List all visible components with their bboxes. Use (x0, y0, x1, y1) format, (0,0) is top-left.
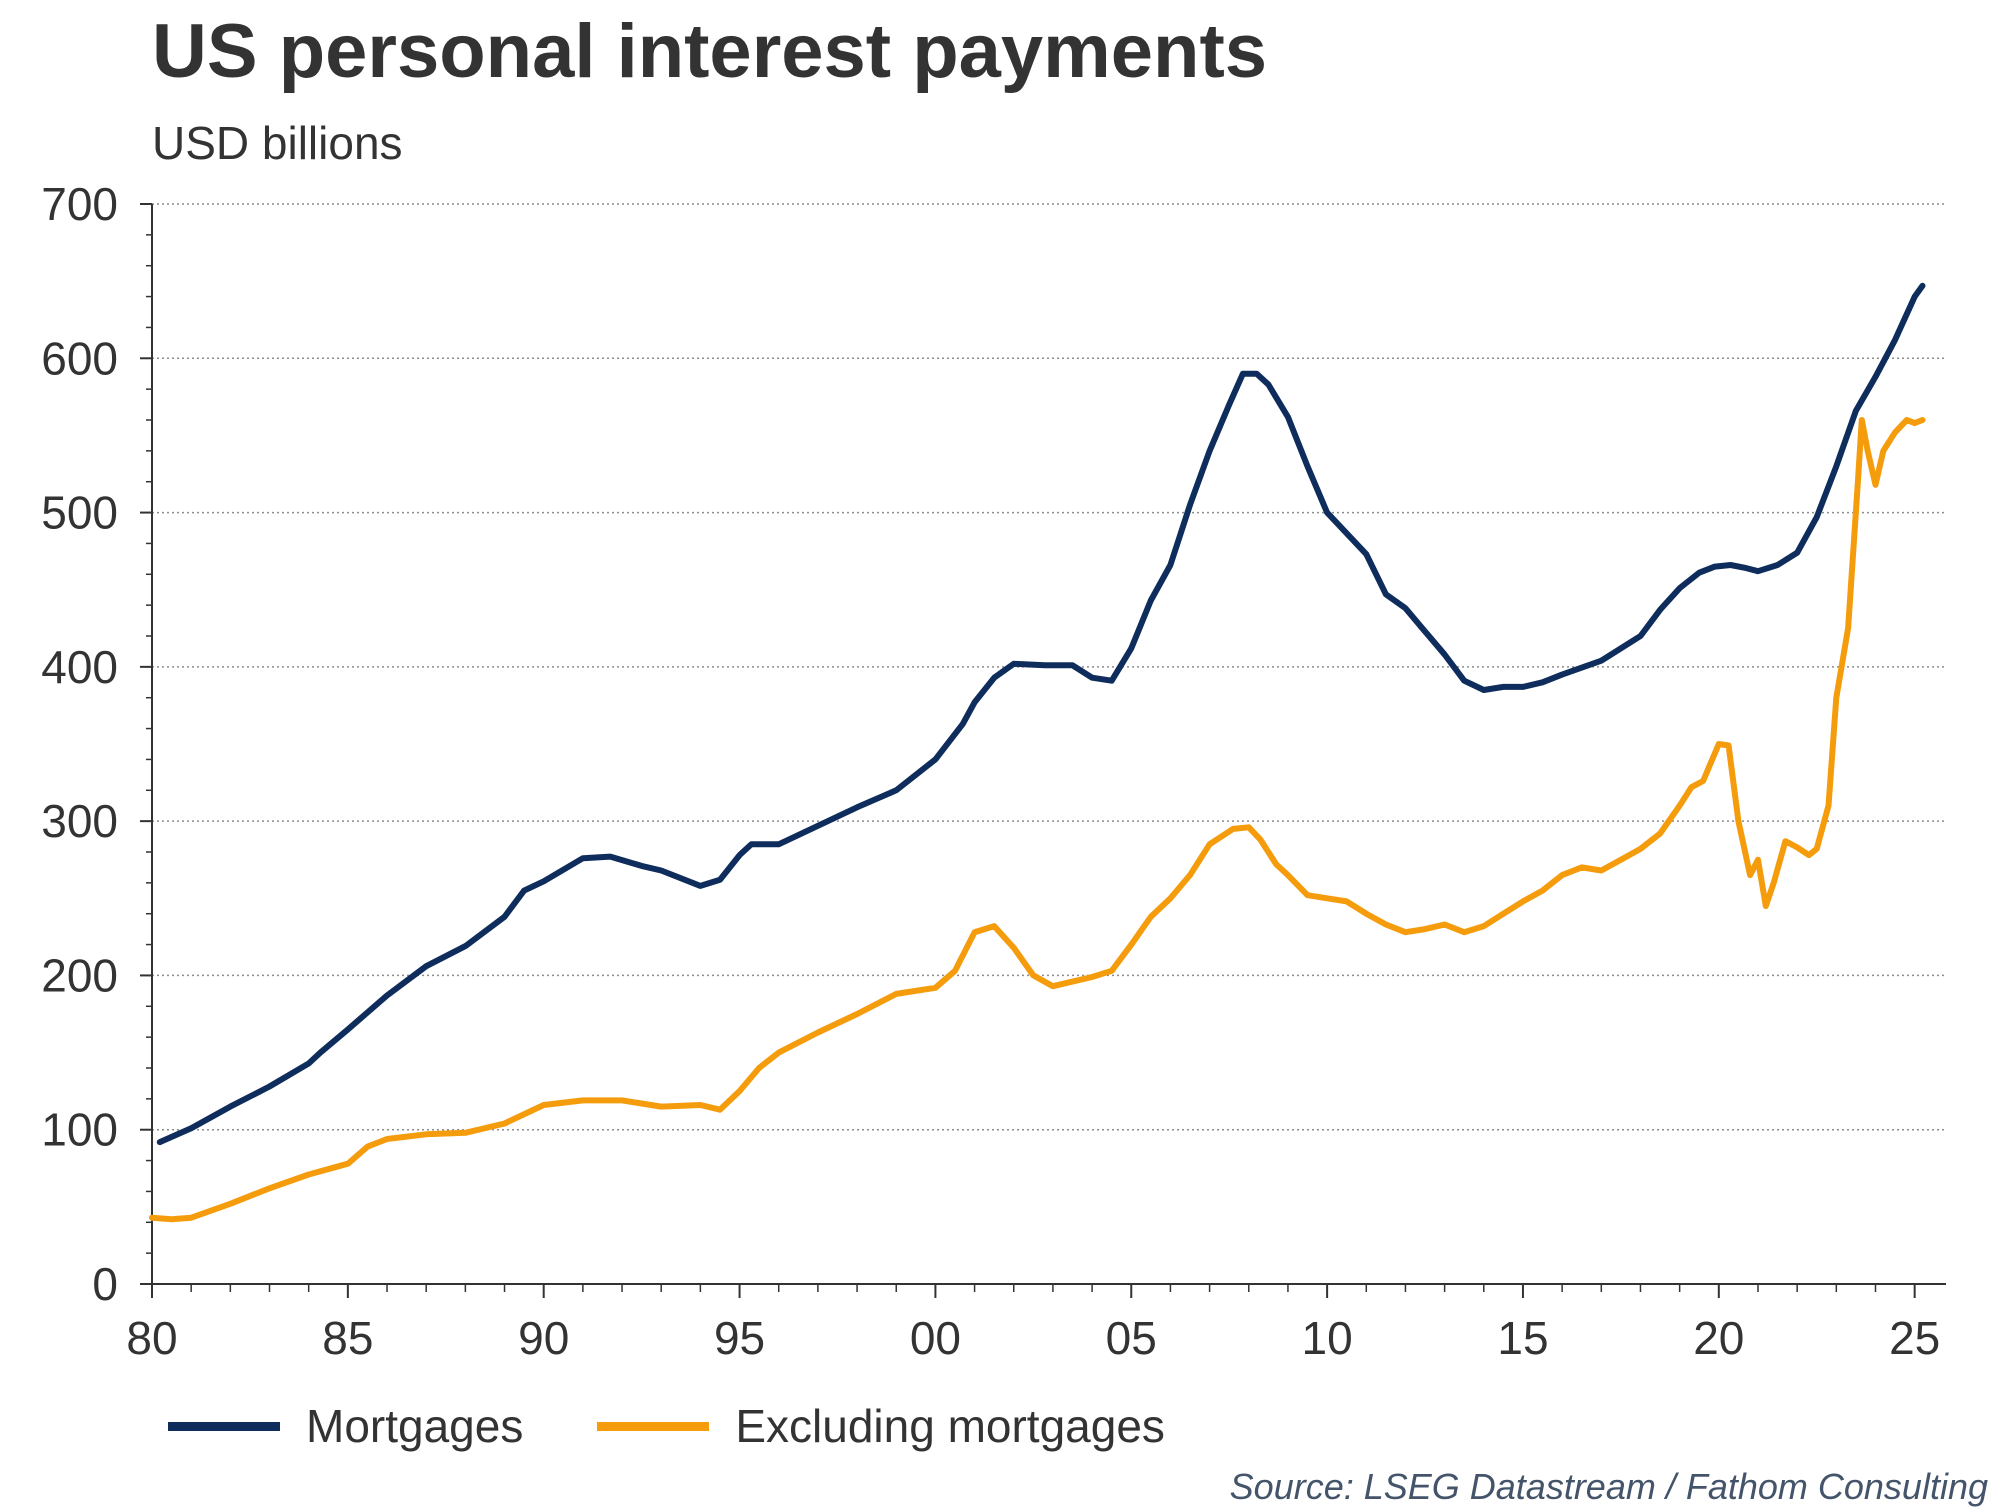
legend-label-mortgages: Mortgages (306, 1400, 524, 1452)
y-tick-label-300: 300 (41, 795, 118, 847)
legend-swatch-mortgages (168, 1421, 280, 1431)
x-tick-label-80: 80 (126, 1312, 177, 1364)
series-line-mortgages (156, 282, 1926, 1146)
x-tick-label-05: 05 (1106, 1312, 1157, 1364)
source-note: Source: LSEG Datastream / Fathom Consult… (1229, 1466, 1988, 1507)
y-tick-label-500: 500 (41, 487, 118, 539)
chart-title: US personal interest payments (152, 9, 1268, 94)
series-line-excluding-mortgages (149, 417, 1926, 1223)
x-tick-label-00: 00 (910, 1312, 961, 1364)
series-lines (149, 282, 1926, 1223)
y-tick-label-100: 100 (41, 1104, 118, 1156)
x-tick-label-95: 95 (714, 1312, 765, 1364)
x-tick-label-10: 10 (1302, 1312, 1353, 1364)
legend-label-excluding-mortgages: Excluding mortgages (735, 1400, 1165, 1452)
tick-labels: 0 100 200 300 400 500 600 700 80 85 90 95 00 05 10 15 20… (41, 178, 1940, 1364)
y-tick-label-0: 0 (92, 1258, 118, 1310)
legend-item-mortgages: Mortgages (168, 1399, 523, 1453)
axes (140, 203, 1946, 1298)
x-tick-label-90: 90 (518, 1312, 569, 1364)
x-tick-label-15: 15 (1497, 1312, 1548, 1364)
gridlines (152, 203, 1946, 1131)
y-tick-label-700: 700 (41, 178, 118, 230)
legend-swatch-excluding-mortgages (597, 1421, 710, 1431)
x-tick-label-20: 20 (1693, 1312, 1744, 1364)
y-tick-label-400: 400 (41, 641, 118, 693)
legend-item-excluding-mortgages: Excluding mortgages (597, 1399, 1165, 1453)
y-tick-label-200: 200 (41, 949, 118, 1001)
legend: Mortgages Excluding mortgages (168, 1386, 1239, 1466)
chart-subtitle: USD billions (152, 117, 403, 169)
x-tick-label-85: 85 (322, 1312, 373, 1364)
line-chart: 0 100 200 300 400 500 600 700 80 85 90 95 00 05 10 15 20… (41, 178, 1946, 1364)
y-tick-label-600: 600 (41, 332, 118, 384)
x-tick-label-25: 25 (1889, 1312, 1940, 1364)
